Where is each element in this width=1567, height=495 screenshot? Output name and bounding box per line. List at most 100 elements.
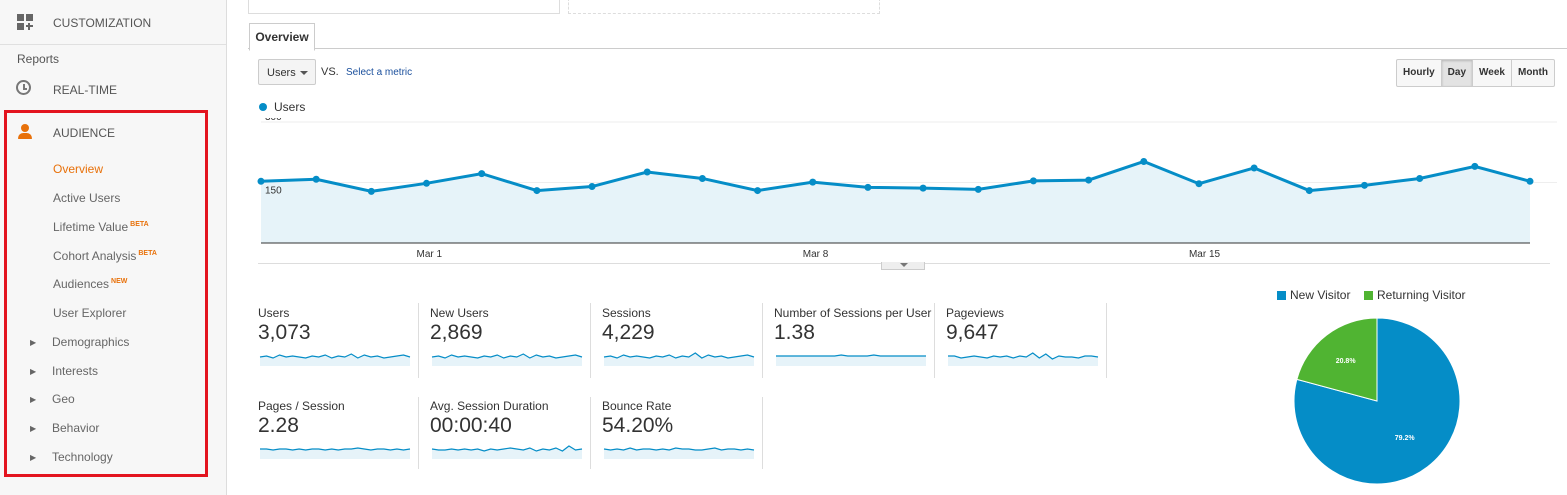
sidebar-item-technology[interactable]: Technology [52, 450, 113, 464]
data-point [1360, 181, 1368, 189]
expand-arrow-icon[interactable]: ▶ [30, 424, 37, 433]
sidebar-item-overview[interactable]: Overview [53, 162, 103, 176]
sidebar-item-label: Lifetime Value [53, 220, 129, 234]
expand-arrow-icon[interactable]: ▶ [30, 453, 37, 462]
metric-value: 2.28 [258, 414, 299, 437]
beta-badge: BETA [130, 221, 149, 228]
y-tick-label: 300 [265, 118, 282, 123]
week-button[interactable]: Week [1473, 60, 1512, 86]
sidebar-item-label: Geo [52, 392, 75, 406]
data-point [809, 178, 817, 186]
metric-name: Pageviews [946, 306, 1005, 320]
metric-tile[interactable]: Avg. Session Duration 00:00:40 [430, 399, 588, 469]
pie-slice-label: 20.8% [1336, 358, 1357, 365]
sidebar-item-user-explorer[interactable]: User Explorer [53, 306, 126, 320]
chart-collapse-handle[interactable] [881, 262, 925, 270]
metric-value: 9,647 [946, 321, 999, 344]
legend-swatch [1364, 291, 1373, 300]
data-point [478, 170, 486, 178]
sparkline-line [603, 447, 755, 451]
metric-value: 54.20% [602, 414, 674, 437]
metric-divider [762, 397, 763, 469]
sidebar-item-demographics[interactable]: Demographics [52, 335, 129, 349]
sidebar-item-label: Active Users [53, 191, 121, 205]
sparkline-line [948, 352, 1099, 360]
pie-legend-new-visitor: New Visitor [1277, 288, 1350, 302]
x-tick-label: Mar 1 [417, 249, 443, 260]
metric-name: Number of Sessions per User [774, 306, 932, 320]
expand-arrow-icon[interactable]: ▶ [30, 338, 37, 347]
metric-tile[interactable]: Users 3,073 [258, 306, 416, 376]
data-point [257, 177, 265, 185]
hourly-button[interactable]: Hourly [1397, 60, 1442, 86]
metric-divider [762, 303, 763, 378]
sparkline-line [776, 354, 926, 357]
data-point [1416, 174, 1424, 182]
sparkline [603, 447, 755, 459]
segment-box[interactable] [248, 0, 560, 14]
sidebar-item-active-users[interactable]: Active Users [53, 191, 120, 205]
data-point [1471, 162, 1479, 170]
metric-name: Users [258, 306, 290, 320]
users-series-line [260, 159, 1531, 193]
sidebar-item-behavior[interactable]: Behavior [52, 421, 99, 435]
tab-overview[interactable]: Overview [249, 23, 315, 51]
chevron-down-icon [300, 71, 308, 75]
data-point [643, 168, 651, 176]
metric-select-dropdown[interactable]: Users [258, 59, 316, 85]
add-segment-box[interactable] [568, 0, 880, 14]
metric-tile[interactable]: New Users 2,869 [430, 306, 588, 376]
audience-label: AUDIENCE [53, 126, 116, 140]
sidebar-item-audiences[interactable]: Audiences NEW [53, 277, 127, 291]
data-point [974, 185, 982, 193]
sidebar-item-cohort-analysis[interactable]: Cohort Analysis BETA [53, 249, 157, 263]
customization-section[interactable]: CUSTOMIZATION [0, 0, 226, 45]
day-button[interactable]: Day [1441, 60, 1474, 86]
sidebar-item-interests[interactable]: Interests [52, 364, 98, 378]
expand-arrow-icon[interactable]: ▶ [30, 367, 37, 376]
sidebar-item-geo[interactable]: Geo [52, 392, 75, 406]
expand-arrow-icon[interactable]: ▶ [30, 395, 37, 404]
series-legend-dot [259, 103, 267, 111]
sidebar: CUSTOMIZATION Reports REAL-TIME AUDIENCE… [0, 0, 227, 495]
select-metric-link[interactable]: Select a metric [346, 67, 413, 78]
metric-name: Bounce Rate [602, 399, 672, 413]
metric-tile[interactable]: Bounce Rate 54.20% [602, 399, 760, 469]
sidebar-item-label: User Explorer [53, 306, 127, 320]
sparkline [776, 354, 926, 366]
pie-slice-label: 79.2% [1395, 435, 1416, 442]
data-point [533, 187, 541, 195]
sidebar-item-label: Demographics [52, 335, 130, 349]
x-tick-label: Mar 8 [803, 249, 829, 260]
data-point [698, 174, 706, 182]
data-point [919, 184, 927, 192]
metric-tile[interactable]: Pages / Session 2.28 [258, 399, 416, 469]
month-button[interactable]: Month [1517, 67, 1548, 78]
metric-divider [418, 303, 419, 378]
sparkline [259, 353, 411, 366]
data-point [1305, 187, 1313, 195]
series-legend-label: Users [274, 100, 306, 114]
sidebar-item-label: Overview [53, 162, 104, 176]
metric-tile[interactable]: Pageviews 9,647 [946, 306, 1104, 376]
pie-slice-new-visitor [1293, 317, 1461, 485]
customization-label: CUSTOMIZATION [53, 16, 152, 30]
sidebar-item-label: Interests [52, 364, 99, 378]
metric-tile[interactable]: Sessions 4,229 [602, 306, 760, 376]
metric-divider [418, 397, 419, 469]
pie-slice-returning-visitor [1296, 317, 1378, 402]
clock-icon [16, 80, 31, 95]
new-badge: NEW [111, 278, 128, 285]
sparkline [431, 353, 583, 366]
data-point [754, 187, 762, 195]
sparkline-line [431, 445, 583, 452]
data-point [1526, 177, 1534, 185]
metric-tile[interactable]: Number of Sessions per User 1.38 [774, 306, 932, 376]
main-content: Overview Users VS. Select a metric Hourl… [227, 0, 1567, 495]
sidebar-item-lifetime-value[interactable]: Lifetime Value BETA [53, 220, 149, 234]
series-area [261, 161, 1530, 243]
sparkline-line [259, 353, 411, 359]
visitor-pie-chart: 79.2% 20.8% [1293, 317, 1461, 485]
sparkline [948, 352, 1099, 366]
grid-icon [17, 14, 33, 30]
